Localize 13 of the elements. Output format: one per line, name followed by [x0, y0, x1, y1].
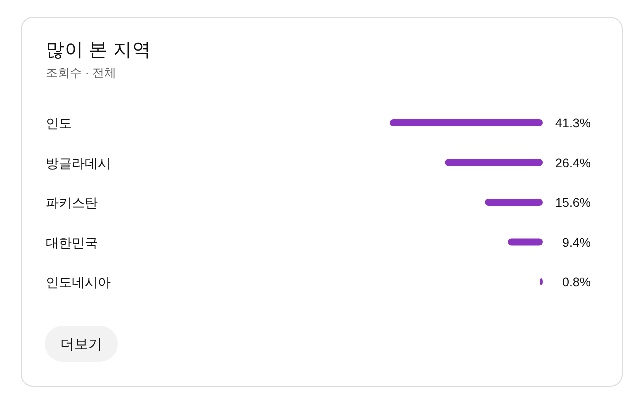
category: 인도네시아	[46, 275, 111, 290]
value-label: 9.4%	[562, 236, 591, 250]
subtitle: 조회수 · 전체	[46, 66, 117, 80]
category: 파키스탄	[46, 196, 98, 210]
value-label: 0.8%	[562, 276, 591, 290]
category: 방글라데시	[46, 156, 111, 171]
value-label: 41.3%	[556, 116, 591, 130]
category: 대한민국	[46, 235, 98, 250]
category: 인도	[46, 116, 72, 131]
title: 많이 본 지역	[46, 39, 152, 60]
button-label: 더보기	[60, 336, 102, 352]
value-label: 15.6%	[556, 196, 591, 210]
value-label: 26.4%	[556, 156, 591, 170]
